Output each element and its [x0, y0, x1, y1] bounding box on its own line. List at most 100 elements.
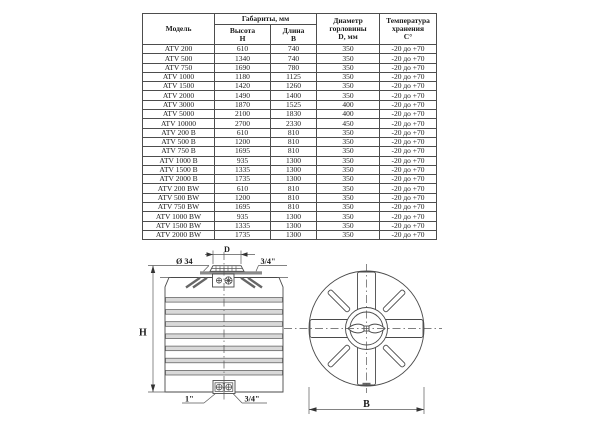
length-cell: 810: [270, 192, 317, 204]
temperature-cell: -20 до +70: [379, 99, 437, 111]
temperature-cell: -20 до +70: [379, 127, 437, 138]
height-dim-label: H: [139, 328, 147, 339]
table-row: ATV 500 B 1200 810 350 -20 до +70: [142, 136, 437, 148]
table-row: ATV 750 B 1695 810 350 -20 до +70: [142, 146, 437, 157]
model-cell: ATV 2000: [142, 90, 215, 101]
temperature-cell: -20 до +70: [379, 90, 437, 101]
height-cell: 935: [214, 211, 271, 222]
model-cell: ATV 2000 BW: [142, 229, 215, 241]
height-cell: 1690: [214, 62, 271, 73]
table-row: ATV 2000 B 1735 1300 350 -20 до +70: [142, 174, 437, 185]
model-cell: ATV 1000 BW: [142, 211, 215, 222]
diameter-cell: 350: [316, 192, 380, 204]
height-cell: 610: [214, 127, 271, 138]
model-cell: ATV 200 B: [142, 127, 215, 138]
lid-diameter-leader: Ø 34: [176, 257, 210, 272]
shoulder-rib-marks: [185, 276, 263, 289]
height-cell: 1490: [214, 90, 271, 101]
diameter-cell: 350: [316, 136, 380, 148]
length-cell: 780: [270, 62, 317, 73]
temperature-cell: -20 до +70: [379, 164, 437, 176]
header-storage-temp: Температура хранения С°: [379, 13, 437, 45]
header-height: Высота Н: [214, 24, 271, 45]
height-cell: 1695: [214, 146, 271, 157]
table-row: ATV 5000 2100 1830 400 -20 до +70: [142, 109, 437, 120]
diameter-cell: 350: [316, 81, 380, 92]
diameter-cell: 350: [316, 211, 380, 222]
temperature-cell: -20 до +70: [379, 62, 437, 73]
diameter-cell: 400: [316, 109, 380, 120]
lid-diameter-label: Ø 34: [176, 257, 193, 266]
length-cell: 1300: [270, 220, 317, 231]
header-model: Модель: [142, 13, 215, 45]
height-cell: 1340: [214, 53, 271, 64]
table-row: ATV 750 1690 780 350 -20 до +70: [142, 62, 437, 73]
diameter-cell: 350: [316, 71, 380, 83]
diameter-cell: 350: [316, 43, 380, 55]
length-cell: 810: [270, 127, 317, 138]
model-cell: ATV 200 BW: [142, 183, 215, 194]
diameter-cell: 400: [316, 99, 380, 111]
model-cell: ATV 200: [142, 43, 215, 55]
table-row: ATV 1500 B 1335 1300 350 -20 до +70: [142, 164, 437, 176]
length-cell: 1300: [270, 229, 317, 241]
temperature-cell: -20 до +70: [379, 118, 437, 129]
model-cell: ATV 2000 B: [142, 174, 215, 185]
length-cell: 740: [270, 43, 317, 55]
tank-top-view: [284, 264, 442, 393]
height-cell: 935: [214, 155, 271, 166]
model-cell: ATV 5000: [142, 109, 215, 120]
top-fitting-leader: 3/4": [255, 257, 287, 272]
diameter-cell: 350: [316, 164, 380, 176]
length-cell: 810: [270, 146, 317, 157]
height-cell: 1180: [214, 71, 271, 83]
table-row: ATV 1500 BW 1335 1300 350 -20 до +70: [142, 220, 437, 231]
diameter-cell: 350: [316, 202, 380, 213]
temperature-cell: -20 до +70: [379, 71, 437, 83]
diameter-cell: 350: [316, 174, 380, 185]
model-cell: ATV 10000: [142, 118, 215, 129]
table-row: ATV 200 610 740 350 -20 до +70: [142, 43, 437, 55]
model-cell: ATV 1000: [142, 71, 215, 83]
temperature-cell: -20 до +70: [379, 211, 437, 222]
model-cell: ATV 500 B: [142, 136, 215, 148]
table-row: ATV 1000 B 935 1300 350 -20 до +70: [142, 155, 437, 166]
table-row: ATV 1000 BW 935 1300 350 -20 до +70: [142, 211, 437, 222]
table-row: ATV 3000 1870 1525 400 -20 до +70: [142, 99, 437, 111]
diameter-cell: 450: [316, 118, 380, 129]
model-cell: ATV 1500: [142, 81, 215, 92]
length-cell: 740: [270, 53, 317, 64]
model-cell: ATV 3000: [142, 99, 215, 111]
table-row: ATV 200 B 610 810 350 -20 до +70: [142, 127, 437, 138]
table-row: ATV 2000 1490 1400 350 -20 до +70: [142, 90, 437, 101]
model-cell: ATV 750 B: [142, 146, 215, 157]
diameter-cell: 350: [316, 62, 380, 73]
length-cell: 1400: [270, 90, 317, 101]
bottom-fitting-leaders: 1" 3/4": [182, 393, 267, 404]
temperature-cell: -20 до +70: [379, 174, 437, 185]
height-cell: 2100: [214, 109, 271, 120]
length-cell: 1830: [270, 109, 317, 120]
table-row: ATV 1500 1420 1260 350 -20 до +70: [142, 81, 437, 92]
diameter-cell: 350: [316, 146, 380, 157]
temperature-cell: -20 до +70: [379, 43, 437, 55]
temperature-cell: -20 до +70: [379, 155, 437, 166]
diameter-cell: 350: [316, 183, 380, 194]
tank-side-view: [160, 252, 288, 400]
diameter-cell: 350: [316, 53, 380, 64]
diameter-cell: 350: [316, 220, 380, 231]
spec-table: Модель Габариты, мм Диаметр горловины D,…: [142, 13, 437, 241]
model-cell: ATV 500 BW: [142, 192, 215, 204]
diameter-cell: 350: [316, 90, 380, 101]
tank-technical-drawing: H D Ø 34 3/4" 1" 3/4": [139, 245, 442, 414]
height-cell: 1335: [214, 164, 271, 176]
bottom-fitting-right-label: 3/4": [245, 395, 260, 404]
model-cell: ATV 1500 B: [142, 164, 215, 176]
temperature-cell: -20 до +70: [379, 183, 437, 194]
header-length: Длина В: [270, 24, 317, 45]
height-cell: 610: [214, 43, 271, 55]
temperature-cell: -20 до +70: [379, 136, 437, 148]
neck-dim-label: D: [224, 245, 230, 254]
length-cell: 810: [270, 183, 317, 194]
